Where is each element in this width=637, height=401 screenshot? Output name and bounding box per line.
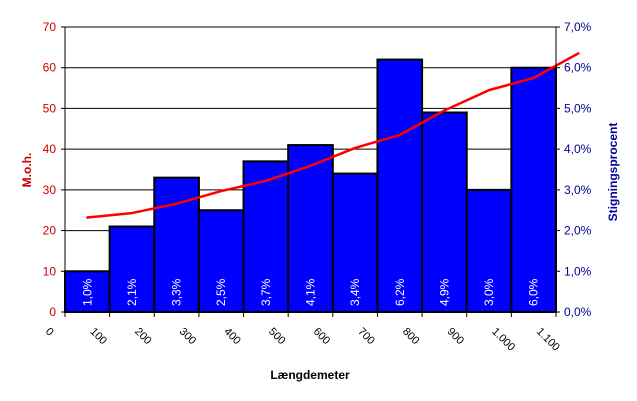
- bar-data-label: 4,1%: [304, 278, 318, 306]
- bar-data-label: 2,5%: [214, 278, 228, 306]
- bar-data-label: 6,0%: [527, 278, 541, 306]
- y2-tick-label: 3,0%: [564, 183, 592, 197]
- bar-data-label: 6,2%: [393, 278, 407, 306]
- y2-tick-label: 6,0%: [564, 61, 592, 75]
- y2-tick-label: 1,0%: [564, 264, 592, 278]
- y-tick-label: 30: [43, 183, 57, 197]
- x-tick-label: 1.100: [534, 326, 562, 354]
- y-tick-label: 40: [43, 142, 57, 156]
- bar-data-label: 1,0%: [80, 278, 94, 306]
- x-tick-label: 400: [221, 326, 242, 347]
- x-tick-label: 300: [177, 326, 198, 347]
- y-tick-label: 0: [49, 305, 56, 319]
- x-tick-label: 900: [445, 326, 466, 347]
- bar: [242, 160, 290, 313]
- line-series: [86, 52, 580, 219]
- bar-data-label: 3,3%: [170, 278, 184, 306]
- y-tick-label: 50: [43, 101, 57, 115]
- axes: [61, 26, 560, 317]
- bar: [108, 225, 156, 313]
- x-axis-title: Længdemeter: [270, 368, 350, 382]
- x-tick-label: 1.000: [489, 326, 517, 354]
- bar: [510, 66, 558, 314]
- y-axis-title: M.o.h.: [20, 153, 34, 188]
- x-tick-label: 200: [132, 326, 153, 347]
- y-tick-label: 70: [43, 20, 57, 34]
- bar-data-label: 4,9%: [437, 278, 451, 306]
- bar-data-labels: 1,0% 2,1% 3,3% 2,5% 3,7% 4,1% 3,4% 6,2% 4,9% 3,0%…: [80, 278, 540, 306]
- y2-axis-title: Stigningsprocent: [606, 123, 620, 222]
- x-tick-label: 700: [355, 326, 376, 347]
- bar-data-label: 3,4%: [348, 278, 362, 306]
- bar-data-label: 3,0%: [482, 278, 496, 306]
- bar-series: [64, 58, 558, 314]
- x-tick-label: 0: [43, 326, 56, 339]
- x-tick-label: 800: [400, 326, 421, 347]
- y2-tick-label: 5,0%: [564, 101, 592, 115]
- bar-data-label: 2,1%: [125, 278, 139, 306]
- bar-data-label: 3,7%: [259, 278, 273, 306]
- bar: [376, 58, 424, 314]
- x-tick-label: 600: [311, 326, 332, 347]
- y2-tick-label: 2,0%: [564, 224, 592, 238]
- y2-tick-label: 0,0%: [564, 305, 592, 319]
- bar: [287, 144, 334, 313]
- y2-tick-label: 7,0%: [564, 20, 592, 34]
- x-tick-label: 500: [266, 326, 287, 347]
- y2-tick-label: 4,0%: [564, 142, 592, 156]
- line-path: [86, 52, 580, 219]
- y-tick-label: 60: [43, 61, 57, 75]
- y-tick-label: 10: [43, 264, 57, 278]
- y-tick-label: 20: [43, 224, 57, 238]
- x-tick-label: 100: [88, 326, 109, 347]
